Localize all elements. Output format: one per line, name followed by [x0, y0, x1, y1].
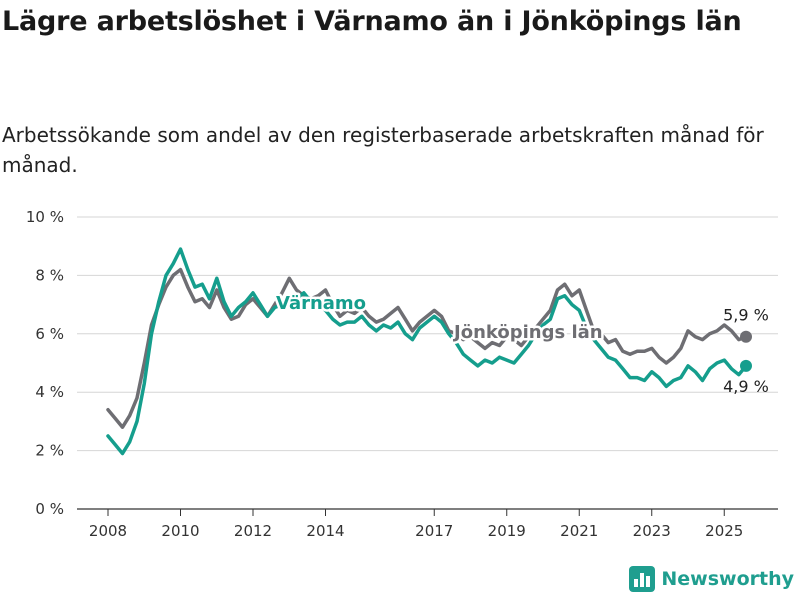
x-tick-label: 2021 — [560, 522, 598, 540]
y-tick-label: 4 % — [35, 383, 64, 401]
series-lines — [106, 247, 752, 456]
y-tick-label: 0 % — [35, 500, 64, 518]
y-tick-label: 8 % — [35, 266, 64, 284]
x-tick-label: 2008 — [89, 522, 127, 540]
chart-subtitle: Arbetssökande som andel av den registerb… — [2, 123, 764, 177]
x-tick-label: 2010 — [161, 522, 199, 540]
end-value-label: 4,9 % — [723, 377, 769, 396]
x-axis-ticks: 2008 2010 2012 2014 2017 2019 2021 2023 2025 — [89, 509, 743, 540]
grid-lines — [77, 216, 778, 510]
x-tick-label: 2019 — [488, 522, 526, 540]
end-value-label: 5,9 % — [723, 306, 769, 325]
series-end-point — [740, 330, 752, 343]
newsworthy-logo: Newsworthy — [629, 566, 794, 592]
y-tick-label: 10 % — [26, 208, 64, 226]
bar-chart-logo-icon — [629, 566, 656, 592]
series-name-label: Jönköpings län — [452, 322, 603, 343]
x-tick-label: 2014 — [306, 522, 344, 540]
x-tick-label: 2025 — [705, 522, 743, 540]
y-tick-label: 2 % — [35, 442, 64, 460]
series-name-label: Värnamo — [276, 293, 366, 314]
chart-title: Lägre arbetslöshet i Värnamo än i Jönköp… — [2, 6, 742, 37]
brand-name: Newsworthy — [661, 568, 794, 590]
x-tick-label: 2017 — [415, 522, 453, 540]
series-label-halo: Jönköpings län — [452, 322, 603, 343]
series-end-point — [740, 359, 752, 372]
series-label-halo: Värnamo — [276, 293, 366, 314]
series-line — [106, 267, 748, 429]
y-tick-label: 6 % — [35, 325, 64, 343]
series-line — [106, 247, 748, 456]
x-tick-label: 2012 — [234, 522, 272, 540]
x-tick-label: 2023 — [633, 522, 671, 540]
y-axis-ticks: 0 % 2 % 4 % 6 % 8 % 10 % — [26, 208, 64, 518]
